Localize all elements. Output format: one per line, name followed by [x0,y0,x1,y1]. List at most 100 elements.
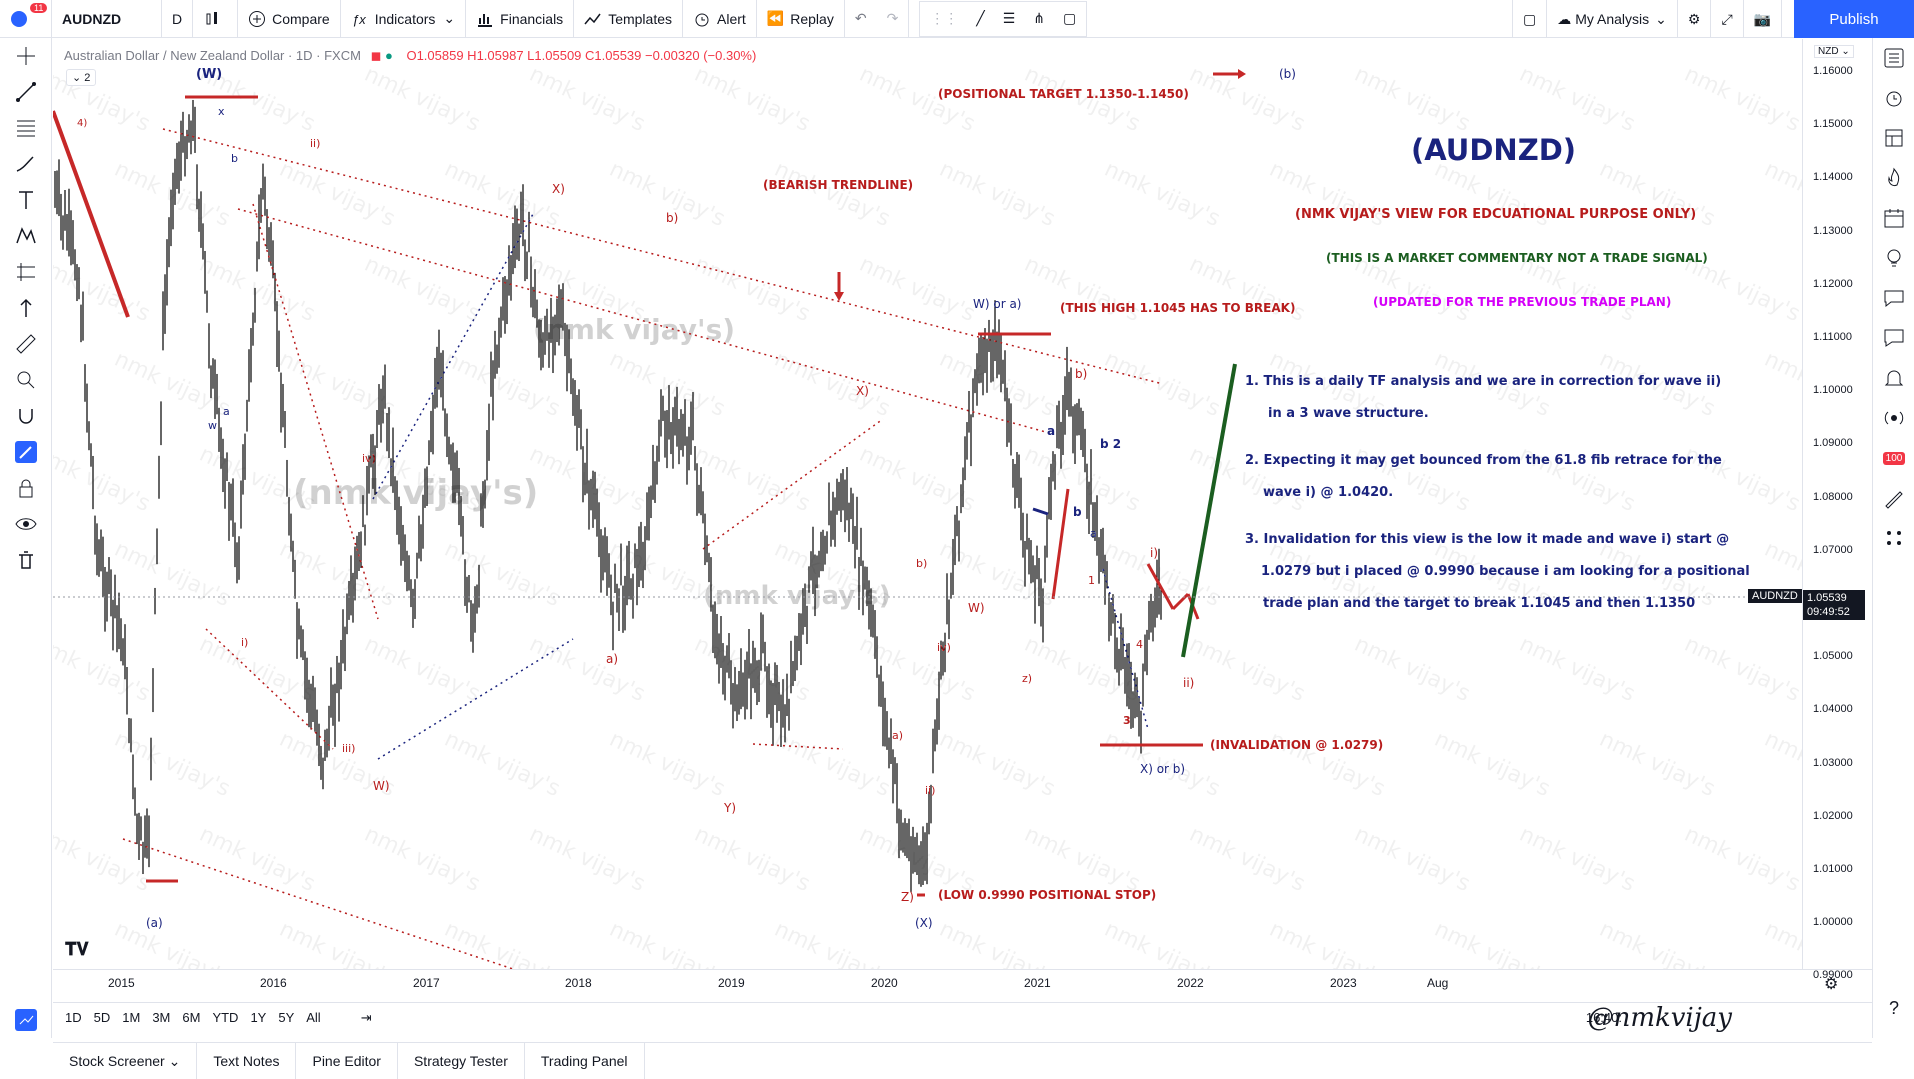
fib-retracement-icon[interactable]: ☰ [1002,10,1016,26]
broadcast-icon [1884,411,1904,425]
calendar-button[interactable] [1873,198,1914,238]
bottom-tab[interactable]: Strategy Tester [398,1042,525,1079]
time-scale[interactable]: 2015 2016 2017 2018 2019 2020 2021 2022 2023 Aug [53,969,1872,997]
layout-button[interactable]: ▢ [1512,0,1548,38]
templates-button[interactable]: Templates [574,0,683,38]
alert-badge-button[interactable]: 100 [1873,438,1914,478]
undo-button[interactable]: ↶ [854,10,867,26]
range-button[interactable]: 1M [122,1010,141,1025]
goto-date-icon[interactable]: ⇥ [360,1009,372,1025]
messages-button[interactable] [1873,318,1914,358]
alert-button[interactable]: Alert [683,0,757,38]
fullscreen-icon: ⤢ [1721,10,1733,27]
data-window-button[interactable] [1873,118,1914,158]
range-button[interactable]: YTD [212,1010,239,1025]
lock-tool[interactable] [0,470,52,506]
watermark-text: nmk vijay's [1100,537,1223,612]
snapshot-button[interactable]: 📷 [1744,0,1783,38]
user-menu-button[interactable]: 11 [0,0,52,38]
visibility-tool[interactable] [0,506,52,542]
down-arrow-head [834,292,844,301]
wave-label: a) [892,729,904,742]
prediction-tool[interactable] [0,254,52,290]
symbol-search-button[interactable]: AUDNZD [52,0,162,38]
financials-button[interactable]: Financials [466,0,575,38]
drag-handle-icon[interactable]: ⋮⋮ [930,10,959,26]
range-button[interactable]: 1Y [250,1010,267,1025]
object-tree-button[interactable] [0,1002,52,1038]
chats-button[interactable] [1873,278,1914,318]
alerts-panel-button[interactable] [1873,78,1914,118]
trendline-tool[interactable] [0,74,52,110]
currency-selector[interactable]: NZD ⌄ [1814,45,1854,58]
price-scale[interactable]: 1.16000 1.15000 1.14000 1.13000 1.12000 1.110… [1802,39,1872,981]
trendline-icon[interactable]: ╱ [976,10,985,26]
bottom-tab[interactable]: Text Notes [197,1042,297,1079]
price-tick: 1.14000 [1813,171,1853,184]
watermark-text: nmk vijay's [770,727,893,802]
camera-icon: 📷 [1753,10,1772,27]
ideas-button[interactable] [1873,238,1914,278]
pitchfork-icon[interactable]: ⋔ [1033,10,1046,26]
range-button[interactable]: All [306,1010,321,1025]
watermark-text: nmk vijay's [855,632,978,707]
bottom-tab[interactable]: Pine Editor [296,1042,398,1079]
range-button[interactable]: 6M [182,1010,201,1025]
wave-label: a [223,405,230,418]
help-button[interactable]: ? [1873,988,1914,1028]
bottom-tab[interactable]: Stock Screener ⌄ [53,1042,198,1079]
range-button[interactable]: 3M [152,1010,171,1025]
high-break-annotation: (THIS HIGH 1.1045 HAS TO BREAK) [1060,301,1296,315]
replay-button[interactable]: ⏪ Replay [757,0,845,38]
zoom-tool[interactable] [0,362,52,398]
svg-text:ƒx: ƒx [352,12,366,27]
more-tools-button[interactable] [1873,518,1914,558]
symbol-description[interactable]: Australian Dollar / New Zealand Dollar ·… [64,48,361,63]
measure-tool[interactable] [0,326,52,362]
fullscreen-button[interactable]: ⤢ [1711,0,1744,38]
crosshair-tool[interactable] [0,38,52,74]
magnet-tool[interactable] [0,398,52,434]
scale-settings-button[interactable]: ⚙ [1824,976,1839,993]
watermark-text: nmk vijay's [1680,632,1802,707]
fib-tool[interactable] [0,110,52,146]
wave-label: (X) [915,916,933,930]
brush-tool[interactable] [0,146,52,182]
range-button[interactable]: 1D [65,1010,82,1025]
chart-type-button[interactable] [193,0,239,38]
compare-button[interactable]: Compare [238,0,341,38]
chart-pane[interactable]: nmk vijay's nmk vijay's nmk vijay's nmk vij… [30,39,1884,1010]
stay-drawing-tool[interactable] [0,434,52,470]
hotlists-button[interactable] [1873,158,1914,198]
target-projection-line [1181,363,1237,658]
notifications-button[interactable] [1873,358,1914,398]
interval-button[interactable]: D [162,0,194,38]
candles-icon [206,11,218,24]
range-button[interactable]: 5Y [278,1010,295,1025]
redo-button[interactable]: ↷ [877,0,910,38]
pen-tools-button[interactable] [1873,478,1914,518]
streams-button[interactable] [1873,398,1914,438]
text-tool[interactable] [0,182,52,218]
fx-icon: ƒx [352,12,366,27]
bottom-tab[interactable]: Trading Panel [525,1042,645,1079]
arrow-tool[interactable] [0,290,52,326]
settings-button[interactable]: ⚙ [1678,0,1712,38]
indicators-button[interactable]: ƒx Indicators ⌄ [341,0,467,38]
object-tree-icon [15,1009,37,1031]
pattern-tool[interactable] [0,218,52,254]
save-layout-button[interactable]: ☁ My Analysis ⌄ [1547,0,1678,38]
remove-drawings-tool[interactable] [0,542,52,578]
wave-label: i) [1150,546,1159,560]
utc-clock[interactable]: 16:40: [1585,1010,1622,1025]
watermark-text: nmk vijay's [1760,727,1802,802]
rectangle-icon[interactable]: ▢ [1063,10,1077,26]
wave-label: 1 [1088,574,1095,587]
legend-collapse-button[interactable]: ⌄ 2 [66,69,97,86]
watchlist-button[interactable] [1873,38,1914,78]
watermark-text: nmk vijay's [440,347,563,422]
publish-button[interactable]: Publish [1794,0,1914,38]
range-button[interactable]: 5D [93,1010,111,1025]
wave-label: i) [241,636,249,649]
watermark-text: nmk vijay's [275,347,398,422]
